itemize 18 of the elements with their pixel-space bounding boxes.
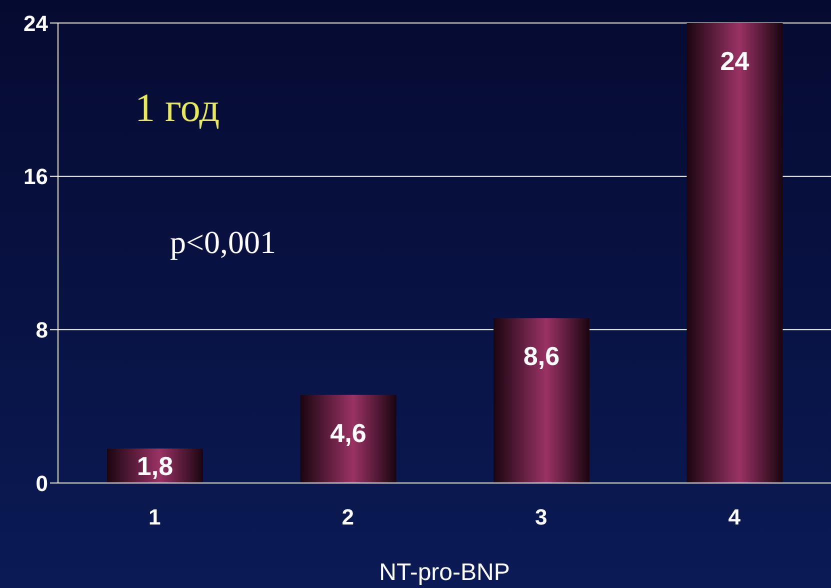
y-tick-label: 8: [36, 317, 48, 342]
x-tick-label: 1: [148, 504, 161, 530]
x-tick-label: 3: [535, 504, 548, 530]
x-tick-label: 4: [728, 504, 742, 530]
bar: [300, 394, 396, 483]
x-axis-title: NT-pro-BNP: [379, 559, 510, 586]
data-label: 1,8: [136, 450, 174, 481]
data-label: 8,6: [523, 341, 560, 372]
data-label: 24: [720, 46, 750, 76]
annotation: p<0,001: [170, 224, 276, 261]
bar: [686, 23, 783, 483]
y-tick-label: 16: [24, 164, 48, 190]
data-label: 4,6: [330, 418, 366, 448]
annotation: 1 год: [135, 84, 220, 131]
bar: [494, 318, 590, 483]
y-tick-label: 0: [36, 470, 48, 496]
y-tick-label: 24: [24, 10, 49, 36]
x-tick-label: 2: [342, 504, 354, 530]
